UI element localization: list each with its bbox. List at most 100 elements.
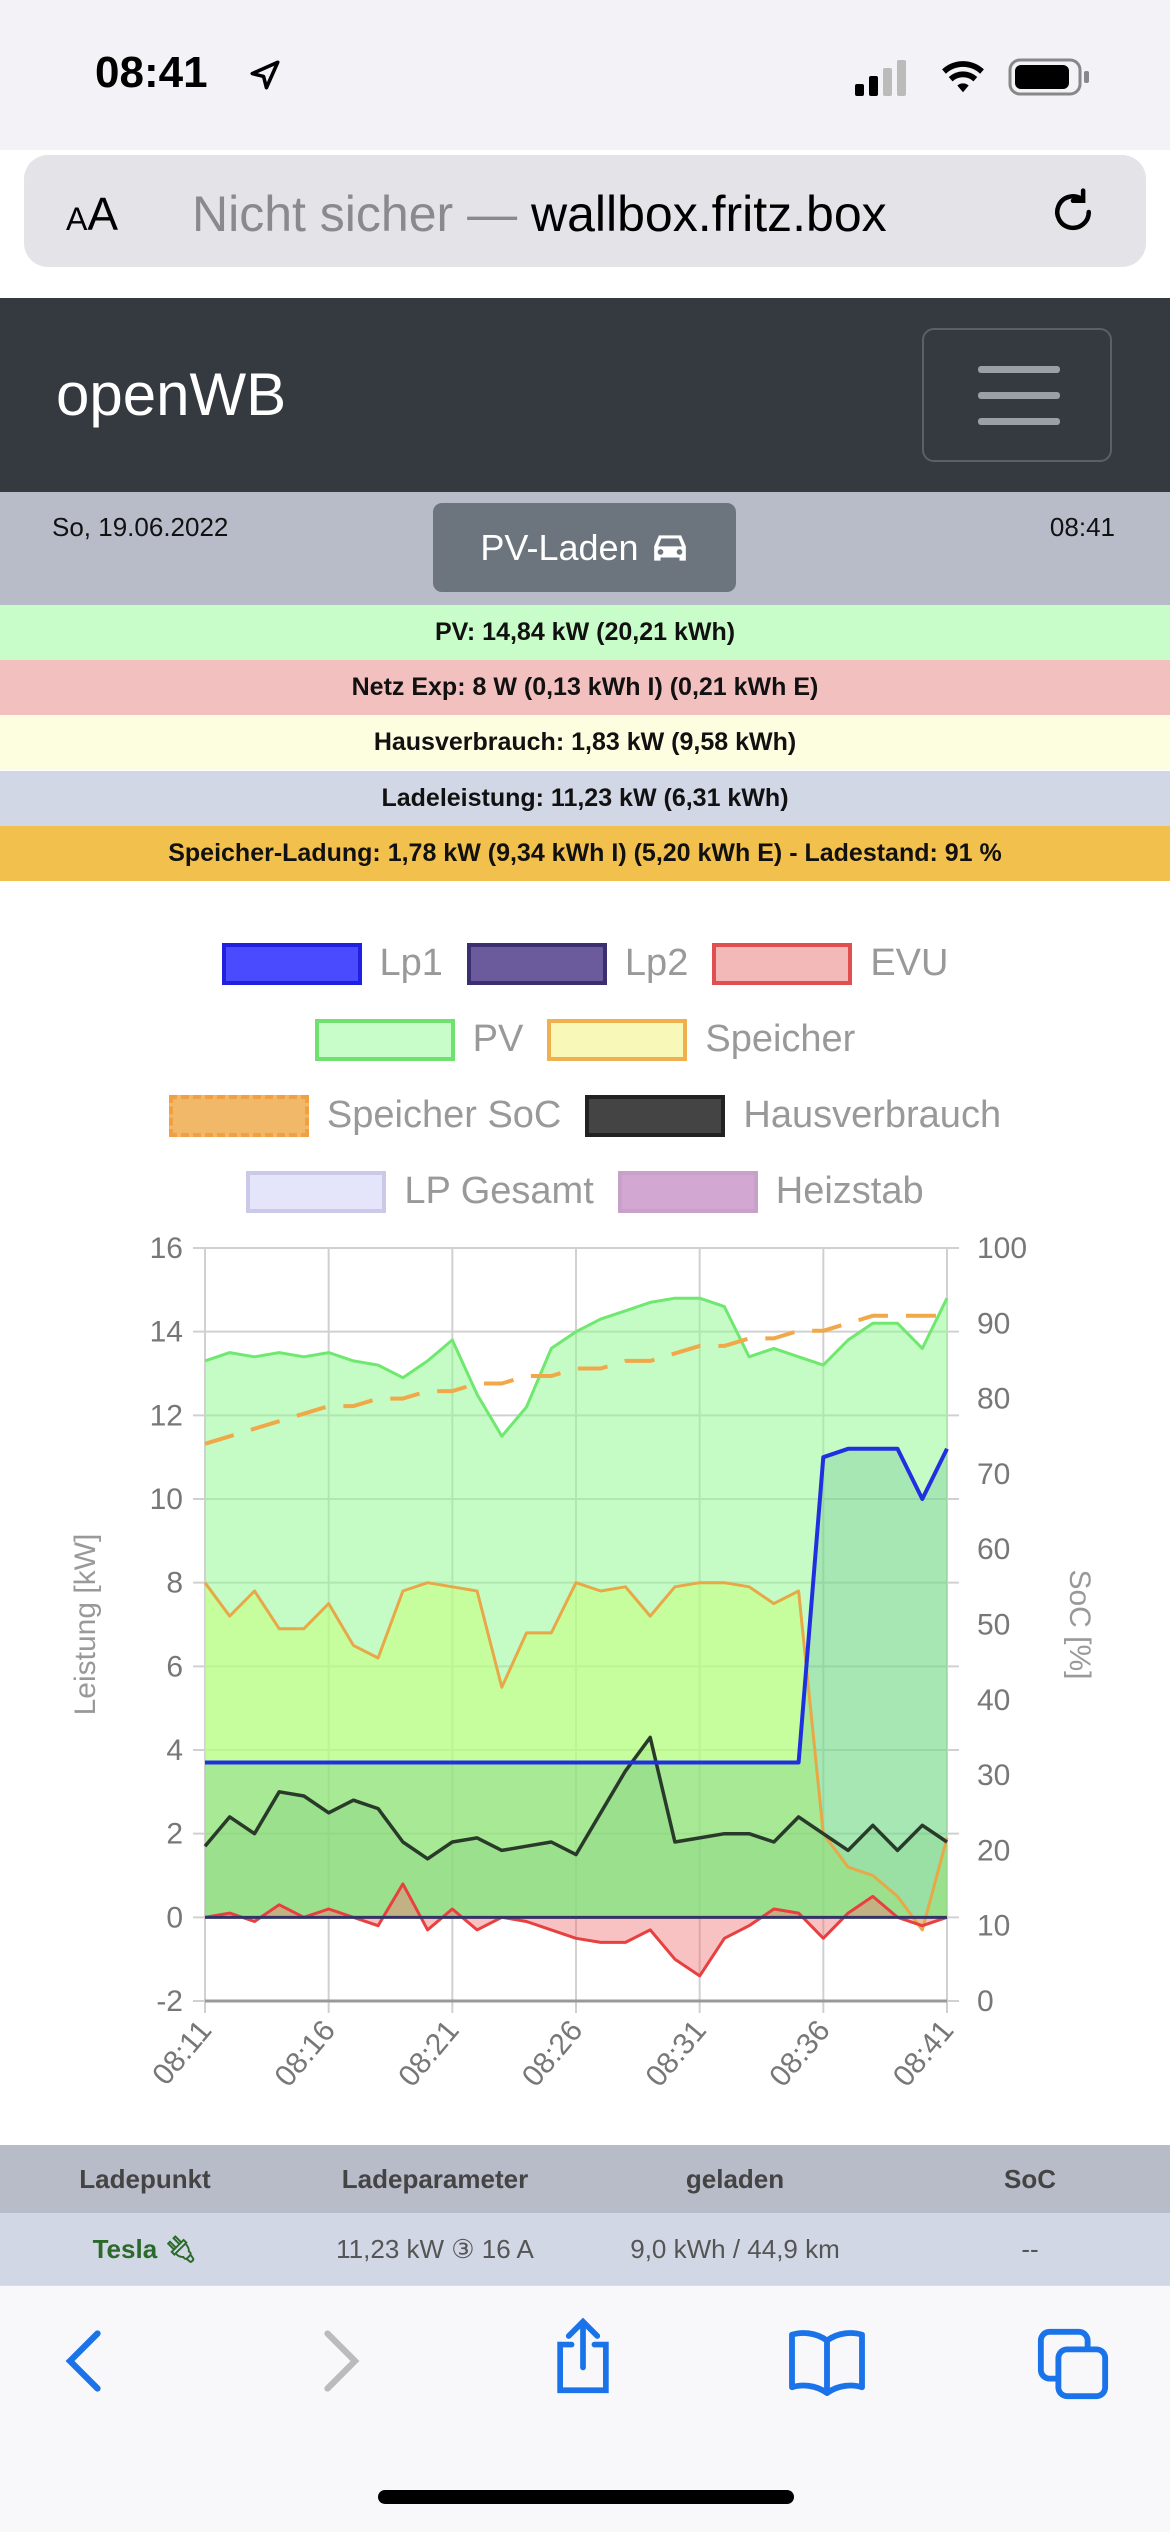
legend-item-lp1[interactable]: Lp1 xyxy=(221,942,443,985)
legend-item-lp2[interactable]: Lp2 xyxy=(466,942,689,985)
legend-label: LP Gesamt xyxy=(404,1170,594,1212)
y2-tick-label: 90 xyxy=(977,1307,1010,1340)
location-icon xyxy=(250,60,280,90)
legend-item-heizstab[interactable]: Heizstab xyxy=(617,1170,924,1213)
legend-row: LP Gesamt Heizstab xyxy=(0,1170,1170,1213)
legend-label: Heizstab xyxy=(775,1170,924,1212)
y2-tick-label: 50 xyxy=(977,1609,1010,1642)
speicher-soc-line xyxy=(204,1313,947,1446)
url-host: wallbox.fritz.box xyxy=(530,186,887,242)
legend-item-speicher[interactable]: Speicher xyxy=(547,1018,855,1061)
legend-item-evu[interactable]: EVU xyxy=(712,942,948,985)
header-ladeparameter: Ladeparameter xyxy=(341,2163,529,2194)
x-tick-label: 08:16 xyxy=(268,2014,342,2093)
hamburger-icon-line xyxy=(978,418,1060,425)
legend-row: Lp1 Lp2 EVU xyxy=(0,942,1170,985)
share-icon[interactable] xyxy=(548,2316,618,2396)
y-tick-label: 16 xyxy=(150,1232,183,1265)
y2-tick-label: 70 xyxy=(977,1458,1010,1491)
status-bar: 08:41 xyxy=(0,0,1170,150)
legend-swatch xyxy=(617,1170,758,1213)
lp1-area xyxy=(205,1448,947,1918)
hamburger-icon-line xyxy=(978,392,1060,399)
forward-icon[interactable] xyxy=(315,2326,365,2396)
reload-icon[interactable] xyxy=(1046,185,1100,239)
hamburger-icon xyxy=(978,366,1060,373)
legend-swatch xyxy=(466,942,607,985)
legend-item-speicher-soc[interactable]: Speicher SoC xyxy=(168,1094,561,1137)
y2-tick-label: 0 xyxy=(977,1985,994,2018)
x-tick-label: 08:21 xyxy=(392,2014,466,2093)
legend-label: EVU xyxy=(870,942,949,984)
battery-icon xyxy=(1008,58,1089,96)
brand-logo[interactable]: openWB xyxy=(56,361,287,428)
y-tick-label: 14 xyxy=(150,1316,183,1349)
address-bar[interactable]: AA Nicht sicher — wallbox.fritz.box xyxy=(24,155,1146,267)
url-text[interactable]: Nicht sicher — wallbox.fritz.box xyxy=(192,185,887,243)
bookmarks-icon[interactable] xyxy=(785,2326,869,2396)
plug-icon: 🔌︎ xyxy=(164,2233,198,2264)
table-header: Ladepunkt Ladeparameter geladen SoC xyxy=(0,2145,1170,2213)
y2-tick-label: 100 xyxy=(977,1232,1027,1265)
house-consumption-bar: Hausverbrauch: 1,83 kW (9,58 kWh) xyxy=(0,715,1170,770)
y2-tick-label: 40 xyxy=(977,1684,1010,1717)
y2-axis-title: SoC [%] xyxy=(1063,1569,1096,1679)
y2-tick-label: 10 xyxy=(977,1910,1010,1943)
header-ladepunkt: Ladepunkt xyxy=(79,2163,211,2194)
y2-tick-label: 80 xyxy=(977,1383,1010,1416)
legend-item-hausverbrauch[interactable]: Hausverbrauch xyxy=(585,1094,1001,1137)
charge-mode-label: PV-Laden xyxy=(480,526,639,568)
header-soc: SoC xyxy=(1004,2163,1056,2194)
tabs-icon[interactable] xyxy=(1035,2326,1111,2402)
y2-tick-label: 30 xyxy=(977,1759,1010,1792)
soc-value: -- xyxy=(1021,2233,1039,2264)
legend-label: Lp2 xyxy=(624,942,689,984)
wifi-icon xyxy=(942,61,984,93)
status-time: 08:41 xyxy=(95,48,208,97)
charge-mode-button[interactable]: PV-Laden xyxy=(433,503,736,592)
x-tick-label: 08:41 xyxy=(887,2014,961,2093)
charge-point-table: Ladepunkt Ladeparameter geladen SoC Tesl… xyxy=(0,2145,1170,2285)
y2-tick-label: 20 xyxy=(977,1834,1010,1867)
x-tick-label: 08:36 xyxy=(763,2014,837,2093)
evu-line xyxy=(204,1882,948,1978)
legend-item-lp-gesamt[interactable]: LP Gesamt xyxy=(246,1170,594,1213)
home-indicator xyxy=(378,2490,794,2504)
charge-point-label: Tesla xyxy=(92,2233,158,2264)
charge-params: 11,23 kW ③ 16 A xyxy=(336,2233,534,2264)
back-icon[interactable] xyxy=(60,2326,110,2396)
y2-tick-label: 60 xyxy=(977,1533,1010,1566)
legend-row: PV Speicher xyxy=(0,1018,1170,1061)
grid-status-bar: Netz Exp: 8 W (0,13 kWh I) (0,21 kWh E) xyxy=(0,660,1170,715)
power-chart: -2 0 2 4 6 8 10 12 14 16 0 10 20 30 40 50 60 70 80 90 100 08:… xyxy=(69,1232,1096,2093)
table-row[interactable]: Tesla 🔌︎ 11,23 kW ③ 16 A 9,0 kWh / 44,9 … xyxy=(0,2213,1170,2285)
charged-amount: 9,0 kWh / 44,9 km xyxy=(630,2233,840,2264)
y-axis-title: Leistung [kW] xyxy=(69,1534,102,1716)
pv-status-bar: PV: 14,84 kW (20,21 kWh) xyxy=(0,605,1170,660)
signal-icon xyxy=(855,60,906,96)
y-tick-label: 8 xyxy=(166,1567,183,1600)
y-tick-label: 10 xyxy=(150,1483,183,1516)
legend-row: Speicher SoC Hausverbrauch xyxy=(0,1094,1170,1137)
charge-point-name[interactable]: Tesla 🔌︎ xyxy=(0,2234,290,2265)
legend-swatch xyxy=(547,1018,688,1061)
x-tick-label: 08:31 xyxy=(639,2014,713,2093)
x-tick-label: 08:11 xyxy=(146,2014,218,2091)
legend-label: Lp1 xyxy=(379,942,443,984)
menu-toggle-button[interactable] xyxy=(922,328,1112,462)
speicher-area xyxy=(205,1582,947,1930)
not-secure-label: Nicht sicher — xyxy=(192,186,531,242)
date-label: So, 19.06.2022 xyxy=(52,512,229,542)
text-size-button[interactable]: AA xyxy=(66,188,119,240)
y-tick-label: 2 xyxy=(166,1818,183,1851)
info-row: So, 19.06.2022 PV-Laden 08:41 xyxy=(0,492,1170,605)
legend-label: PV xyxy=(472,1018,524,1060)
hausverbrauch-line xyxy=(203,1735,948,1861)
hausverbrauch-area xyxy=(205,1737,947,1918)
legend-swatch xyxy=(314,1018,455,1061)
y-tick-label: 6 xyxy=(166,1650,183,1683)
legend-item-pv[interactable]: PV xyxy=(314,1018,524,1061)
clock-label: 08:41 xyxy=(1049,512,1115,542)
header-geladen: geladen xyxy=(685,2163,785,2194)
y-tick-label: 12 xyxy=(150,1399,183,1432)
